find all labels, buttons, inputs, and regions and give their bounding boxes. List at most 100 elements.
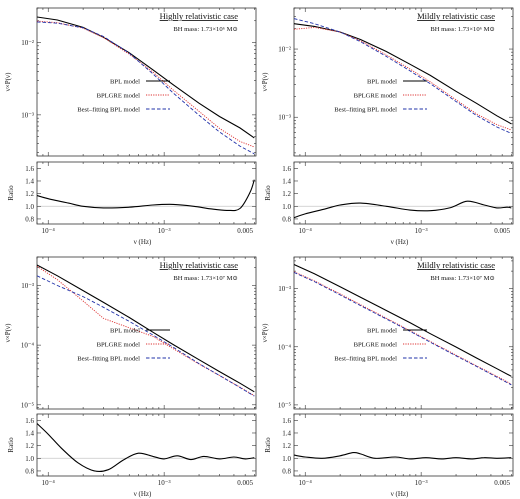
ratio-axis-label: Ratio <box>7 437 15 453</box>
x-tick-label: 0.005 <box>237 227 253 235</box>
x-tick-label: 10⁻⁴ <box>299 227 313 235</box>
series-line-bplgre <box>37 20 255 148</box>
x-axis-label: ν (Hz) <box>134 490 152 498</box>
x-tick-label: 10⁻⁴ <box>42 479 56 487</box>
ratio-curve <box>294 200 512 219</box>
ratio-y-tick-label: 1.0 <box>282 203 291 211</box>
x-tick-label: 10⁻⁴ <box>299 479 313 487</box>
y-axis-label: ν×P(ν) <box>261 72 269 92</box>
ratio-y-tick-label: 1.0 <box>25 203 34 211</box>
y-axis-label: ν×P(ν) <box>261 323 269 343</box>
series-line-bpl <box>294 23 512 125</box>
panel-title: Mildly relativistic case <box>417 11 495 21</box>
ratio-y-tick-label: 1.6 <box>282 165 291 173</box>
ratio-y-tick-label: 1.2 <box>282 190 291 198</box>
x-axis-label: ν (Hz) <box>391 490 409 498</box>
panel-title: Highly relativistic case <box>160 11 239 21</box>
x-tick-label: 0.005 <box>494 479 510 487</box>
panel-title: Highly relativistic case <box>160 260 239 270</box>
series-line-bpl <box>294 263 512 377</box>
ratio-y-tick-label: 1.2 <box>25 442 34 450</box>
ratio-y-tick-label: 1.6 <box>25 165 34 173</box>
ratio-y-tick-label: 1.0 <box>25 455 34 463</box>
x-tick-label: 10⁻³ <box>158 227 171 235</box>
y-axis-label: ν×P(ν) <box>4 72 12 92</box>
legend-label: Best–fitting BPL model <box>77 355 140 362</box>
series-line-best-fit <box>37 21 255 155</box>
panel-subtitle: BH mass: 1.73×10⁷ M⊙ <box>430 275 495 282</box>
series-line-bpl <box>37 264 255 393</box>
series-line-bplgre <box>294 26 512 131</box>
x-tick-label: 0.005 <box>237 479 253 487</box>
legend-label: BPL model <box>367 327 397 334</box>
series-line-best-fit <box>37 275 255 397</box>
ratio-y-tick-label: 0.8 <box>25 215 34 223</box>
series-line-bpl <box>37 16 255 139</box>
series-line-bplgre <box>37 265 255 397</box>
ratio-y-tick-label: 1.4 <box>25 429 34 437</box>
y-tick-label: 10⁻³ <box>278 285 291 293</box>
ratio-frame <box>293 161 514 225</box>
ratio-axis-label: Ratio <box>264 185 272 201</box>
x-tick-label: 10⁻⁴ <box>42 227 56 235</box>
ratio-axis-label: Ratio <box>7 185 15 201</box>
panel-subtitle: BH mass: 1.73×10⁶ M⊙ <box>430 26 495 33</box>
legend-label: BPL model <box>110 78 140 85</box>
ratio-frame <box>36 413 257 477</box>
ratio-y-tick-label: 1.6 <box>25 417 34 425</box>
panel-top-right: 10⁻³ 10⁻² Mildly relativistic case BH mass:… <box>261 7 514 246</box>
y-tick-label: 10⁻² <box>21 39 34 47</box>
x-tick-label: 10⁻³ <box>158 479 171 487</box>
panel-top-left: 10⁻³ 10⁻² Highly relativistic case BH mass:… <box>4 7 257 246</box>
y-tick-label: 10⁻⁴ <box>21 342 35 350</box>
series-line-best-fit <box>294 271 512 386</box>
panel-bottom-right: 10⁻⁵ 10⁻⁴ 10⁻³ Mildly relativistic case BH m… <box>261 256 514 498</box>
legend-label: BPL model <box>367 78 397 85</box>
x-axis-label: ν (Hz) <box>391 238 409 246</box>
legend-label: Best–fitting BPL model <box>77 106 140 113</box>
ratio-axis-label: Ratio <box>264 437 272 453</box>
ratio-y-tick-label: 1.4 <box>282 429 291 437</box>
ratio-y-tick-label: 1.2 <box>282 442 291 450</box>
ratio-y-tick-label: 0.8 <box>25 467 34 475</box>
y-tick-label: 10⁻⁴ <box>278 343 292 351</box>
plot-frame <box>36 256 257 410</box>
ratio-curve <box>294 451 512 460</box>
ratio-frame <box>36 161 257 225</box>
x-tick-label: 0.005 <box>494 227 510 235</box>
legend-label: BPLGRE model <box>354 92 398 99</box>
y-tick-label: 10⁻³ <box>21 111 34 119</box>
legend-label: Best–fitting BPL model <box>334 355 397 362</box>
panel-subtitle: BH mass: 1.73×10⁶ M⊙ <box>173 26 238 33</box>
ratio-frame <box>293 413 514 477</box>
y-tick-label: 10⁻² <box>278 46 291 54</box>
y-tick-label: 10⁻⁵ <box>21 401 35 409</box>
plot-frame <box>293 7 514 157</box>
ratio-y-tick-label: 1.4 <box>25 177 34 185</box>
y-axis-label: ν×P(ν) <box>4 323 12 343</box>
ratio-y-tick-label: 1.4 <box>282 177 291 185</box>
panel-bottom-left: 10⁻⁵ 10⁻⁴ 10⁻³ Highly relativistic case BH m… <box>4 256 257 498</box>
legend-label: BPLGRE model <box>97 92 141 99</box>
ratio-y-tick-label: 0.8 <box>282 215 291 223</box>
ratio-y-tick-label: 1.6 <box>282 417 291 425</box>
y-tick-label: 10⁻³ <box>21 282 34 290</box>
panel-title: Mildly relativistic case <box>417 260 495 270</box>
ratio-y-tick-label: 0.8 <box>282 467 291 475</box>
legend-label: Best–fitting BPL model <box>334 106 397 113</box>
ratio-curve <box>37 179 255 212</box>
legend-label: BPLGRE model <box>354 341 398 348</box>
panel-subtitle: BH mass: 1.73×10⁷ M⊙ <box>173 275 238 282</box>
x-axis-label: ν (Hz) <box>134 238 152 246</box>
ratio-curve <box>37 423 255 473</box>
ratio-y-tick-label: 1.2 <box>25 190 34 198</box>
legend-label: BPLGRE model <box>97 341 141 348</box>
plot-frame <box>36 7 257 157</box>
plot-frame <box>293 256 514 410</box>
legend-label: BPL model <box>110 327 140 334</box>
y-tick-label: 10⁻⁵ <box>278 401 292 409</box>
y-tick-label: 10⁻³ <box>278 114 291 122</box>
x-tick-label: 10⁻³ <box>415 479 428 487</box>
x-tick-label: 10⁻³ <box>415 227 428 235</box>
